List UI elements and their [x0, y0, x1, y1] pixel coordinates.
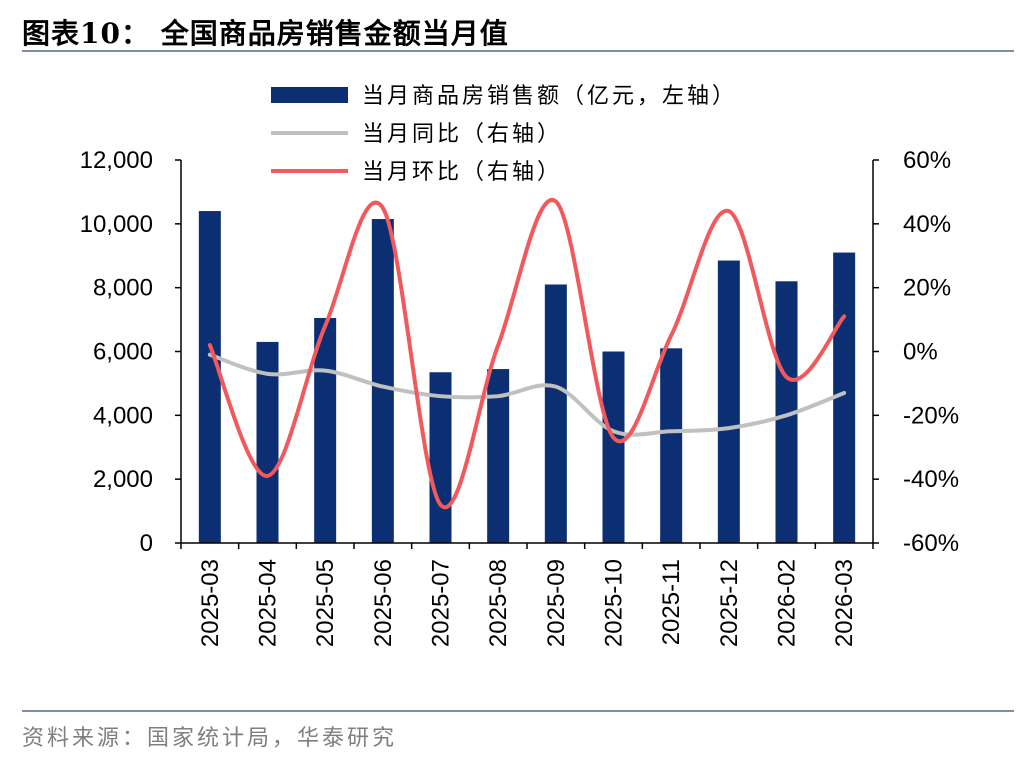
bar-2025-07	[429, 372, 452, 543]
left-tick-label: 2,000	[93, 466, 153, 493]
x-tick-label: 2025-04	[255, 559, 282, 647]
legend-swatch-sales	[271, 87, 348, 103]
x-tick-label: 2025-10	[601, 559, 628, 647]
left-tick-label: 10,000	[80, 211, 153, 238]
figure-title: 图表10： 全国商品房销售金额当月值	[22, 17, 509, 50]
bar-2025-03	[198, 211, 221, 544]
bar-2025-12	[717, 260, 740, 543]
bar-2025-09	[544, 284, 567, 543]
legend-label-mom: 当月环比（右轴）	[362, 160, 562, 185]
left-tick-label: 0	[140, 530, 153, 557]
bar-2025-11	[660, 348, 683, 543]
right-tick-label: 40%	[903, 211, 951, 238]
bar-2025-08	[487, 369, 510, 543]
left-tick-label: 12,000	[80, 147, 153, 174]
yoy-line	[207, 352, 847, 437]
x-tick-label: 2025-06	[370, 559, 397, 647]
left-tick-label: 4,000	[93, 402, 153, 429]
x-tick-label: 2026-03	[831, 559, 858, 647]
x-tick-label: 2025-09	[543, 559, 570, 647]
right-tick-label: -60%	[903, 530, 959, 557]
source-note: 资料来源：国家统计局，华泰研究	[22, 726, 398, 751]
x-tick-label: 2025-12	[716, 559, 743, 647]
right-tick-label: -40%	[903, 466, 959, 493]
bar-2025-05	[314, 317, 337, 543]
x-tick-label: 2026-02	[774, 559, 801, 647]
bar-2026-02	[775, 281, 798, 543]
right-tick-label: 0%	[903, 339, 938, 366]
right-tick-label: 60%	[903, 147, 951, 174]
footer-divider	[22, 710, 1014, 712]
bar-2025-06	[371, 219, 394, 543]
bar-2025-10	[602, 351, 625, 543]
legend-label-sales: 当月商品房销售额（亿元，左轴）	[362, 84, 737, 109]
x-tick-label: 2025-03	[197, 559, 224, 647]
x-tick-label: 2025-08	[485, 559, 512, 647]
right-tick-label: -20%	[903, 402, 959, 429]
x-tick-label: 2025-05	[312, 559, 339, 647]
title-divider	[22, 50, 1014, 52]
bar-2025-04	[256, 341, 279, 543]
left-tick-label: 8,000	[93, 275, 153, 302]
x-tick-label: 2025-11	[658, 559, 685, 645]
left-tick-label: 6,000	[93, 339, 153, 366]
legend-label-yoy: 当月同比（右轴）	[362, 122, 562, 147]
right-tick-label: 20%	[903, 275, 951, 302]
mom-line	[207, 198, 847, 510]
x-tick-label: 2025-07	[428, 559, 455, 647]
